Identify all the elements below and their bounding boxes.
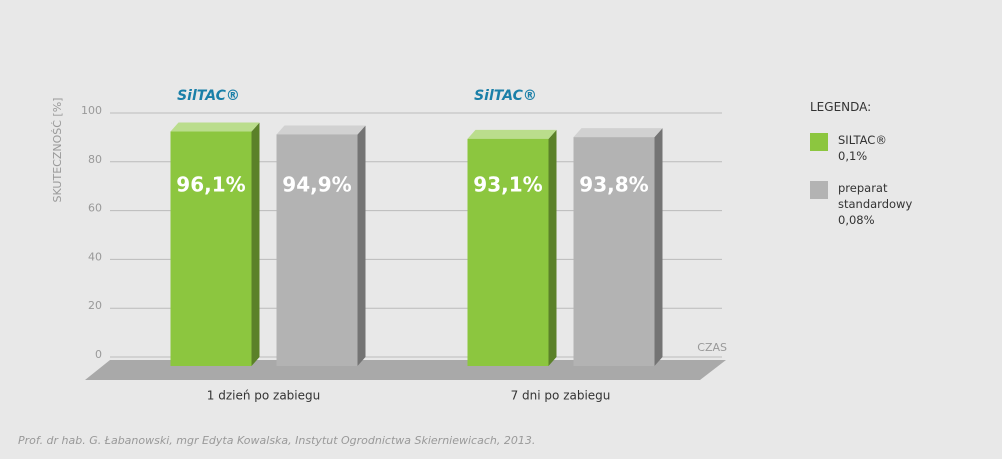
bar — [573, 137, 655, 366]
x-tick-label: 7 dni po zabiegu — [511, 389, 611, 403]
y-tick-label: 60 — [88, 202, 102, 215]
bar — [467, 138, 549, 366]
x-tick-label: 1 dzień po zabiegu — [207, 389, 320, 403]
value-label: 93,1% — [473, 173, 542, 197]
source-note: Prof. dr hab. G. Łabanowski, mgr Edyta K… — [18, 434, 536, 447]
legend-swatch — [810, 181, 828, 199]
value-label: 96,1% — [176, 173, 245, 197]
legend-title: LEGENDA: — [810, 100, 872, 114]
bar-side — [548, 129, 557, 366]
legend: LEGENDA: SILTAC® 0,1% preparat standardow… — [810, 100, 930, 244]
y-tick-label: 100 — [81, 104, 102, 117]
y-axis-title: SKUTECZNOŚĆ [%] — [51, 98, 64, 203]
bar-top — [467, 129, 557, 139]
logo: SilTAC® — [177, 88, 240, 104]
y-tick-label: 20 — [88, 299, 102, 312]
value-label: 94,9% — [282, 173, 351, 197]
y-tick-label: 80 — [88, 153, 102, 166]
x-axis-title: CZAS — [697, 341, 727, 354]
bar — [276, 134, 358, 366]
legend-note: 0,08% — [838, 213, 875, 227]
logo: SilTAC® — [474, 88, 537, 104]
bar-top — [170, 122, 260, 132]
bar — [170, 131, 252, 366]
bar-side — [654, 128, 663, 366]
legend-swatch — [810, 133, 828, 151]
value-label: 93,8% — [579, 173, 648, 197]
y-tick-label: 0 — [95, 348, 102, 361]
bar-top — [276, 125, 366, 135]
legend-label: preparat standardowy — [838, 181, 913, 211]
y-tick-label: 40 — [88, 250, 102, 263]
bar-side — [251, 122, 260, 367]
bar-side — [357, 125, 366, 366]
legend-entry: SILTAC® 0,1% — [810, 132, 930, 164]
legend-label: SILTAC® — [838, 133, 887, 147]
legend-entry: preparat standardowy 0,08% — [810, 180, 930, 228]
bar-top — [573, 128, 663, 138]
legend-note: 0,1% — [838, 149, 868, 163]
